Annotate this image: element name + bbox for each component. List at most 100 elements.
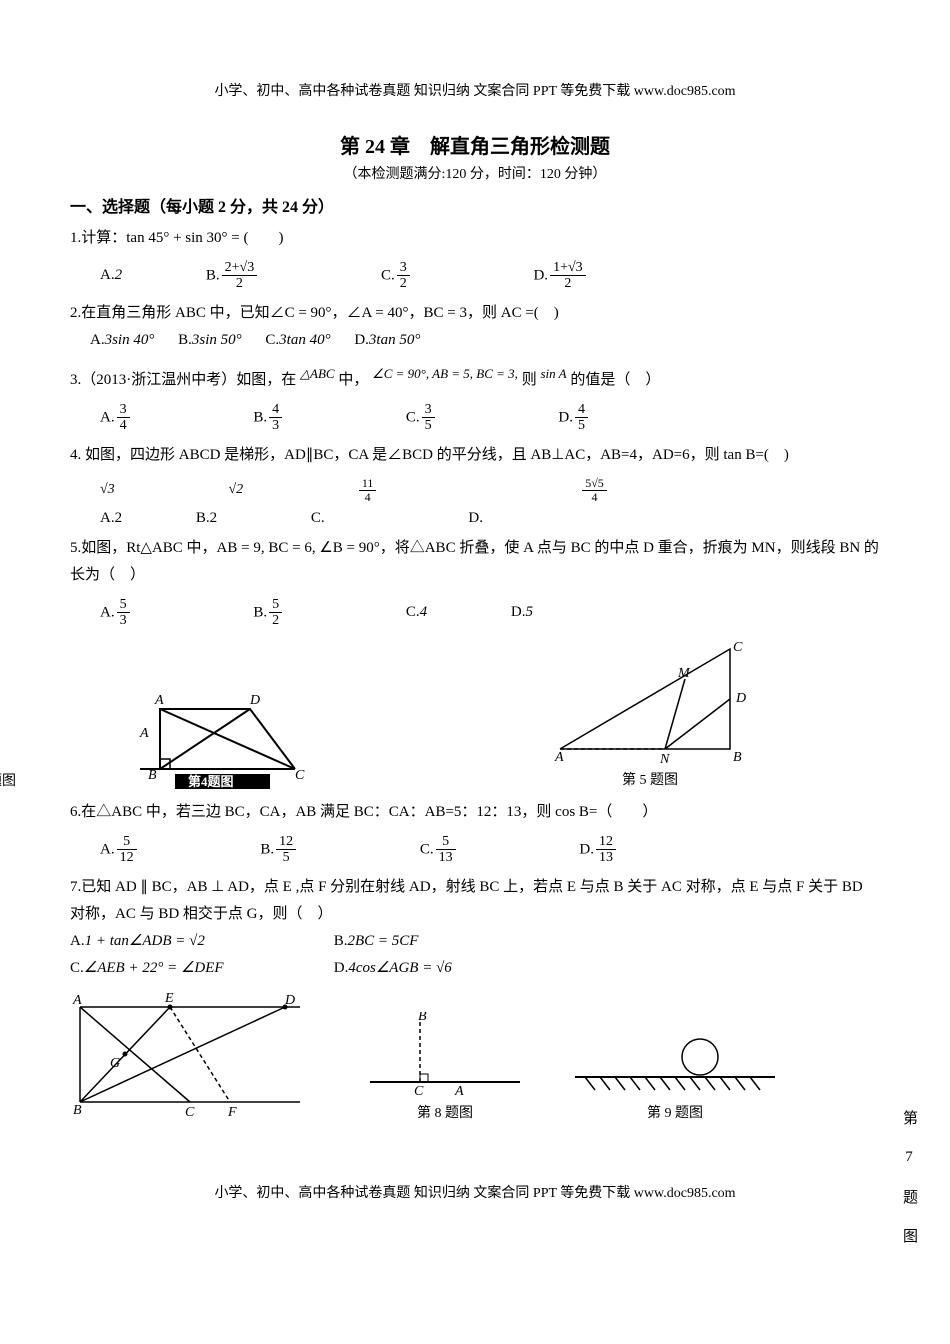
q4-stem: 4. 如图，四边形 ABCD 是梯形，AD∥BC，CA 是∠BCD 的平分线，且…: [70, 447, 789, 463]
q3-cond: ∠C = 90°, AB = 5, BC = 3,: [372, 366, 518, 381]
figure-q9: 第 9 题图: [570, 1022, 780, 1122]
q4-options: √3 √2 114 5√54: [100, 477, 880, 504]
q6D-den: 13: [596, 850, 616, 865]
svg-text:B: B: [418, 1012, 427, 1024]
q3A-num: 3: [117, 402, 130, 418]
q3C-den: 5: [422, 418, 435, 433]
q1-options: A.2 B.2+√32 C.32 D.1+√32: [100, 260, 880, 292]
q5-stem: 5.如图，Rt△ABC 中，AB = 9, BC = 6, ∠B = 90°，将…: [70, 540, 879, 583]
svg-text:M: M: [677, 666, 691, 681]
q2-optB: 3sin 50°: [192, 332, 242, 348]
svg-text:B: B: [148, 768, 157, 783]
svg-text:N: N: [659, 752, 670, 767]
svg-text:D: D: [735, 691, 746, 706]
q3D-den: 5: [575, 418, 588, 433]
q6A-num: 5: [117, 834, 137, 850]
q2-optA: 3sin 40°: [105, 332, 155, 348]
svg-text:A: A: [154, 693, 164, 708]
q5B-num: 5: [269, 597, 282, 613]
figure-q5: A B C D M N 第 5 题图: [550, 639, 750, 789]
q4C-num: 11: [359, 477, 377, 491]
q3-mid3: 则: [522, 372, 537, 388]
fig8-label: 第 8 题图: [360, 1102, 530, 1122]
q3D-num: 4: [575, 402, 588, 418]
q5A-den: 3: [117, 613, 130, 628]
q5B-den: 2: [269, 613, 282, 628]
q1-optD-den: 2: [550, 276, 586, 291]
q1-optB-num: 2+√3: [222, 260, 258, 276]
question-1: 1.计算：tan 45° + sin 30° = ( ): [70, 225, 880, 252]
q7-stem: 7.已知 AD ∥ BC，AB ⊥ AD，点 E ,点 F 分别在射线 AD，射…: [70, 879, 863, 922]
question-4: 4. 如图，四边形 ABCD 是梯形，AD∥BC，CA 是∠BCD 的平分线，且…: [70, 442, 880, 469]
question-6: 6.在△ABC 中，若三边 BC，CA，AB 满足 BC：CA：AB=5：12：…: [70, 799, 880, 826]
svg-text:A: A: [454, 1084, 464, 1099]
doc-title: 第 24 章 解直角三角形检测题: [70, 130, 880, 159]
q3C-num: 3: [422, 402, 435, 418]
q3-sin: sin A: [540, 366, 566, 381]
q6-options: A.512 B.125 C.513 D.1213: [100, 834, 880, 866]
q1-optC-num: 3: [397, 260, 410, 276]
q3-options: A.34 B.43 C.35 D.45: [100, 402, 880, 434]
fig9-label: 第 9 题图: [570, 1102, 780, 1122]
page-footer: 小学、初中、高中各种试卷真题 知识归纳 文案合同 PPT 等免费下载 www.d…: [70, 1182, 880, 1202]
q3-post: 的值是（ ）: [570, 372, 660, 388]
svg-text:A: A: [554, 750, 564, 765]
q2-stem: 2.在直角三角形 ABC 中，已知∠C = 90°，∠A = 40°，BC = …: [70, 305, 559, 321]
q3B-num: 4: [269, 402, 282, 418]
svg-text:E: E: [164, 992, 174, 1006]
question-3: 3.（2013·浙江温州中考）如图，在 △ABC 中， ∠C = 90°, AB…: [70, 362, 880, 394]
section-heading: 一、选择题（每小题 2 分，共 24 分）: [70, 193, 880, 217]
question-2: 2.在直角三角形 ABC 中，已知∠C = 90°，∠A = 40°，BC = …: [70, 300, 880, 354]
q2-optD: 3tan 50°: [369, 332, 420, 348]
svg-text:C: C: [414, 1084, 424, 1099]
q4D-num: 5√5: [582, 477, 607, 491]
q1-optB-den: 2: [222, 276, 258, 291]
q3A-den: 4: [117, 418, 130, 433]
question-7: 7.已知 AD ∥ BC，AB ⊥ AD，点 E ,点 F 分别在射线 AD，射…: [70, 874, 880, 982]
svg-text:C: C: [295, 768, 305, 783]
q3B-den: 3: [269, 418, 282, 433]
q2-optC: 3tan 40°: [279, 332, 330, 348]
svg-text:C: C: [185, 1105, 195, 1120]
q6B-num: 12: [276, 834, 296, 850]
page-header: 小学、初中、高中各种试卷真题 知识归纳 文案合同 PPT 等免费下载 www.d…: [70, 80, 880, 100]
q7A: 1 + tan∠ADB = √2: [85, 933, 205, 949]
figure-q8: B C A 第 8 题图: [360, 1012, 530, 1122]
q7D: 4cos∠AGB = √6: [348, 960, 451, 976]
q3-pre: 3.（2013·浙江温州中考）如图，在: [70, 372, 296, 388]
q5C: 4: [420, 604, 428, 621]
svg-text:B: B: [733, 750, 742, 765]
svg-text:第4题图: 第4题图: [188, 774, 234, 789]
svg-text:G: G: [110, 1056, 120, 1071]
svg-text:B: B: [73, 1103, 82, 1118]
q7B: 2BC = 5CF: [348, 933, 419, 949]
q4-options-letters: A.2 B.2 C. D.: [100, 510, 880, 527]
q1-optA: 2: [115, 267, 123, 284]
q7C: ∠AEB + 22° = ∠DEF: [84, 960, 224, 976]
doc-subtitle: （本检测题满分:120 分，时间：120 分钟）: [70, 163, 880, 183]
q3-tri: △ABC: [300, 366, 335, 381]
question-5: 5.如图，Rt△ABC 中，AB = 9, BC = 6, ∠B = 90°，将…: [70, 535, 880, 589]
q5-options: A.53 B.52 C.4 D.5: [100, 597, 880, 629]
q6A-den: 12: [117, 850, 137, 865]
svg-text:A: A: [139, 726, 149, 741]
fig7-label: 第 7 题 图: [899, 1110, 920, 1247]
svg-text:D: D: [284, 993, 295, 1008]
fig3-label: 第 3 题图: [0, 770, 16, 790]
q6-stem: 6.在△ABC 中，若三边 BC，CA，AB 满足 BC：CA：AB=5：12：…: [70, 804, 657, 820]
svg-text:A: A: [72, 993, 82, 1008]
svg-text:F: F: [227, 1105, 237, 1120]
q3-mid2: 中，: [338, 372, 368, 388]
q4C-den: 4: [359, 491, 377, 504]
q1-stem: 1.计算：tan 45° + sin 30° = ( ): [70, 230, 284, 246]
figure-q7: A B C D E F G: [70, 992, 320, 1122]
svg-text:D: D: [249, 693, 260, 708]
q5D: 5: [525, 604, 533, 621]
q6B-den: 5: [276, 850, 296, 865]
q4D-den: 4: [582, 491, 607, 504]
q6D-num: 12: [596, 834, 616, 850]
q1-optC-den: 2: [397, 276, 410, 291]
svg-text:C: C: [733, 640, 743, 655]
q6C-num: 5: [436, 834, 456, 850]
figure-q4: A D B C A 第4题图: [130, 679, 310, 789]
